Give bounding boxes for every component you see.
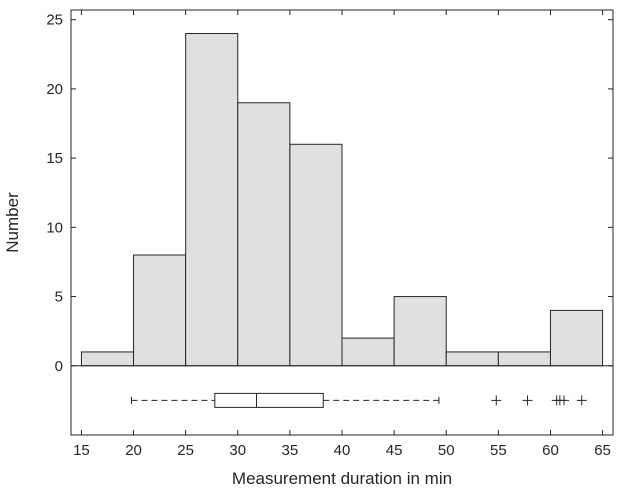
x-tick-label: 20: [125, 442, 142, 459]
x-tick-label: 25: [177, 442, 194, 459]
boxplot-outlier-0: [491, 395, 502, 406]
y-axis-label: Number: [3, 192, 22, 253]
x-tick-label: 45: [386, 442, 403, 459]
y-tick-label: 15: [46, 150, 63, 167]
boxplot-outlier-5: [576, 395, 587, 406]
x-axis-label: Measurement duration in min: [232, 469, 452, 488]
histogram-bar-9: [549, 309, 604, 367]
histogram-bar-6: [393, 296, 447, 367]
histogram-bar-5: [341, 337, 395, 367]
x-tick-label: 60: [542, 442, 559, 459]
histogram-bar-8: [497, 351, 551, 367]
x-tick-label: 15: [73, 442, 90, 459]
y-tick-label: 10: [46, 219, 63, 236]
y-tick-label: 0: [55, 358, 63, 375]
histogram-bar-3: [237, 102, 291, 367]
boxplot-outlier-4: [559, 395, 570, 406]
y-tick-label: 5: [55, 289, 63, 306]
boxplot-outlier-1: [522, 395, 533, 406]
x-tick-label: 55: [490, 442, 507, 459]
boxplot: [130, 392, 587, 408]
boxplot-box: [214, 392, 324, 408]
histogram-bar-0: [80, 351, 135, 367]
ticks: 15 20 25 30 35 40 45 50 55 60 65 0 5 10 15 20 25: [46, 10, 613, 459]
histogram-bar-7: [445, 351, 499, 367]
histogram-bar-2: [185, 33, 239, 367]
x-tick-label: 65: [594, 442, 611, 459]
histogram-bars: [80, 33, 604, 367]
y-tick-label: 20: [46, 81, 63, 98]
x-tick-label: 40: [334, 442, 351, 459]
histogram-bar-4: [289, 143, 343, 367]
histogram-bar-1: [133, 254, 187, 367]
x-tick-label: 50: [438, 442, 455, 459]
y-tick-label: 25: [46, 12, 63, 29]
x-tick-label: 30: [229, 442, 246, 459]
x-tick-label: 35: [282, 442, 299, 459]
